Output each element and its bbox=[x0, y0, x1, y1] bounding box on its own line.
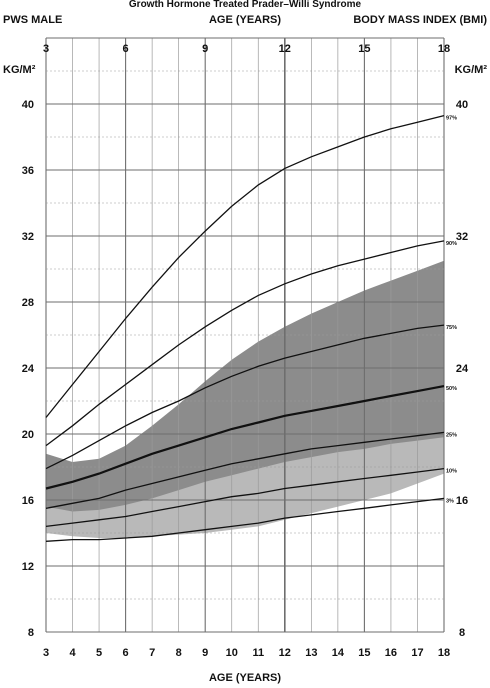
left-tick-label: 36 bbox=[22, 165, 34, 177]
x-axis-label: AGE (YEARS) bbox=[208, 672, 282, 684]
top-tick-label: 12 bbox=[279, 43, 291, 55]
bottom-tick-label: 3 bbox=[43, 647, 49, 659]
chart-title: Growth Hormone Treated Prader–Willi Synd… bbox=[128, 0, 362, 10]
header-sex-label: PWS MALE bbox=[3, 14, 63, 26]
bottom-tick-label: 6 bbox=[123, 647, 129, 659]
percentile-label-97: 97% bbox=[446, 116, 457, 122]
percentile-line-10 bbox=[45, 467, 445, 528]
y-axis-unit-left: KG/M² bbox=[3, 64, 36, 76]
bottom-tick-label: 14 bbox=[332, 647, 345, 659]
right-tick-label: 24 bbox=[456, 363, 469, 375]
left-tick-label: 28 bbox=[22, 297, 34, 309]
right-tick-label: 32 bbox=[456, 231, 468, 243]
percentile-label-25: 25% bbox=[446, 432, 457, 438]
percentile-label-75: 75% bbox=[446, 325, 457, 331]
top-tick-label: 15 bbox=[358, 43, 370, 55]
bottom-tick-label: 4 bbox=[69, 647, 76, 659]
right-tick-label: 40 bbox=[456, 99, 468, 111]
bottom-tick-label: 18 bbox=[438, 647, 450, 659]
right-tick-label: 16 bbox=[456, 495, 468, 507]
percentile-line-50 bbox=[45, 385, 445, 490]
left-tick-label: 24 bbox=[22, 363, 35, 375]
left-tick-label: 8 bbox=[28, 627, 34, 639]
percentile-label-10: 10% bbox=[446, 469, 457, 475]
bottom-tick-label: 10 bbox=[226, 647, 238, 659]
bottom-tick-label: 17 bbox=[411, 647, 423, 659]
percentile-label-3: 3% bbox=[446, 498, 454, 504]
left-tick-label: 12 bbox=[22, 561, 34, 573]
left-tick-label: 20 bbox=[22, 429, 34, 441]
left-tick-label: 40 bbox=[22, 99, 34, 111]
bottom-tick-label: 7 bbox=[149, 647, 155, 659]
shaded-ranges bbox=[46, 260, 444, 538]
tick-labels: 97%90%75%50%25%10%3%3 6 9 12 15 183 4 5 6 7 8 9 10 11… bbox=[22, 43, 469, 659]
header-bmi-label: BODY MASS INDEX (BMI) bbox=[353, 14, 487, 26]
header-age-label: AGE (YEARS) bbox=[208, 14, 282, 26]
shaded-band-2 bbox=[46, 260, 444, 512]
top-tick-label: 6 bbox=[123, 43, 129, 55]
bottom-tick-label: 8 bbox=[176, 647, 182, 659]
left-tick-label: 32 bbox=[22, 231, 34, 243]
percentile-line-25 bbox=[45, 431, 445, 509]
bottom-tick-label: 12 bbox=[279, 647, 291, 659]
bottom-tick-label: 9 bbox=[202, 647, 208, 659]
percentile-line-90 bbox=[45, 240, 445, 447]
percentile-curves bbox=[45, 114, 445, 542]
top-tick-label: 18 bbox=[438, 43, 450, 55]
percentile-label-50: 50% bbox=[446, 386, 457, 392]
bottom-tick-label: 11 bbox=[252, 647, 264, 659]
bottom-tick-label: 5 bbox=[96, 647, 102, 659]
percentile-line-3 bbox=[45, 497, 445, 542]
bottom-tick-label: 15 bbox=[358, 647, 370, 659]
percentile-line-97 bbox=[45, 114, 445, 418]
percentile-line-75 bbox=[45, 324, 445, 470]
percentile-label-90: 90% bbox=[446, 241, 457, 247]
y-axis-unit-right: KG/M² bbox=[454, 64, 487, 76]
top-tick-label: 3 bbox=[43, 43, 49, 55]
bottom-tick-label: 16 bbox=[385, 647, 397, 659]
top-tick-label: 9 bbox=[202, 43, 208, 55]
grid-lines bbox=[45, 37, 445, 633]
left-tick-label: 16 bbox=[22, 495, 34, 507]
bottom-tick-label: 13 bbox=[305, 647, 317, 659]
right-tick-label: 8 bbox=[459, 627, 465, 639]
